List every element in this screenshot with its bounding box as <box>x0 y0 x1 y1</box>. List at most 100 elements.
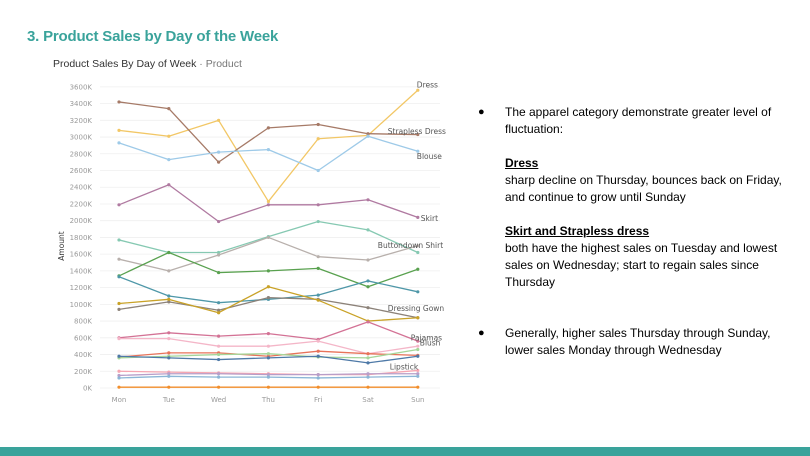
data-point <box>366 361 370 365</box>
data-point <box>117 128 121 132</box>
data-point <box>266 344 270 348</box>
note-skirt: Skirt and Strapless dress both have the … <box>478 223 790 291</box>
chart-heading: Product Sales By Day of Week · Product <box>53 58 242 70</box>
data-point <box>316 122 320 127</box>
series-line <box>118 286 418 322</box>
series-9 <box>117 285 420 323</box>
data-point <box>217 311 221 315</box>
y-tick-label: 0K <box>83 385 92 393</box>
y-tick-label: 1600K <box>70 251 93 259</box>
x-tick-label: Mon <box>112 396 127 404</box>
bullet-icon: ● <box>478 106 485 118</box>
x-tick-label: Sat <box>362 396 374 404</box>
data-point <box>266 235 270 240</box>
data-point <box>217 301 221 305</box>
series-label: Lipstick <box>390 363 419 372</box>
data-point <box>217 344 221 348</box>
chart-title-separator: · <box>199 58 203 70</box>
data-point <box>266 199 270 204</box>
bullet-icon: ● <box>478 327 485 339</box>
data-point <box>416 290 420 294</box>
data-point <box>416 339 420 343</box>
data-point <box>167 297 171 301</box>
data-point <box>167 107 171 111</box>
data-point <box>366 352 370 356</box>
data-point <box>266 332 270 336</box>
data-point <box>366 320 370 324</box>
y-tick-label: 3600K <box>70 83 93 91</box>
y-tick-label: 2200K <box>70 200 93 208</box>
y-tick-label: 400K <box>74 351 92 359</box>
series-5 <box>117 235 420 273</box>
data-point <box>416 149 420 153</box>
note-heading-dress: Dress <box>505 156 539 170</box>
data-point <box>217 357 221 362</box>
y-tick-label: 800K <box>74 318 92 326</box>
data-point <box>167 294 171 298</box>
data-point <box>266 296 270 300</box>
notes-panel: ● The apparel category demonstrate great… <box>478 104 790 359</box>
y-tick-label: 3200K <box>70 117 93 125</box>
data-point <box>366 198 370 202</box>
data-point <box>217 219 221 224</box>
chart-gridlines <box>100 86 440 389</box>
note-heading-skirt: Skirt and Strapless dress <box>505 224 650 238</box>
series-line <box>118 101 418 163</box>
series-line <box>118 89 419 203</box>
data-point <box>316 255 320 259</box>
data-point <box>217 385 221 389</box>
data-point <box>117 369 121 373</box>
y-tick-label: 600K <box>74 334 92 342</box>
data-point <box>366 375 370 379</box>
data-point <box>416 354 420 358</box>
data-point <box>416 374 420 378</box>
data-point <box>167 337 171 341</box>
data-point <box>217 334 221 338</box>
series-label: Dress <box>417 81 438 90</box>
series-14 <box>117 354 420 365</box>
series-label: Skirt <box>421 214 438 223</box>
data-point <box>167 374 171 378</box>
series-16 <box>117 372 420 378</box>
y-tick-label: 1800K <box>70 234 93 242</box>
series-label: Pajamas <box>411 334 442 343</box>
y-axis-ticks: 0K 200K 400K 600K 800K 1000K 1200K 1400K 1600K 18… <box>70 83 93 392</box>
y-tick-label: 1200K <box>70 284 93 292</box>
data-point <box>167 269 171 273</box>
series-8 <box>117 296 420 320</box>
data-point <box>266 356 270 360</box>
data-point <box>217 372 221 376</box>
y-tick-label: 2800K <box>70 150 93 158</box>
data-point <box>266 269 270 273</box>
series-7 <box>117 275 420 305</box>
data-point <box>316 354 320 358</box>
data-point <box>117 376 121 380</box>
data-point <box>167 183 171 187</box>
data-point <box>316 168 320 173</box>
data-point <box>416 244 420 248</box>
data-point <box>416 344 420 348</box>
data-point <box>316 137 320 141</box>
y-axis-label: Amount <box>57 231 66 261</box>
data-point <box>217 150 221 154</box>
data-point <box>416 316 420 320</box>
x-axis-ticks: Mon Tue Wed Thu Fri Sat Sun <box>112 396 425 404</box>
data-point <box>117 301 121 306</box>
data-point <box>117 307 121 311</box>
y-tick-label: 2400K <box>70 184 93 192</box>
data-point <box>316 219 320 224</box>
y-tick-label: 1400K <box>70 267 93 275</box>
data-point <box>366 132 370 136</box>
line-chart: 0K 200K 400K 600K 800K 1000K 1200K 1400K 1600K 18… <box>57 81 446 404</box>
data-point <box>117 203 121 207</box>
footer-accent-bar <box>0 447 810 456</box>
data-point <box>167 300 171 304</box>
series-label: Dressing Gown <box>388 304 445 313</box>
series-0 <box>117 88 420 204</box>
series-6 <box>117 250 420 289</box>
data-point <box>266 126 270 130</box>
data-point <box>316 385 320 389</box>
series-label: Buttondown Shirt <box>378 241 443 250</box>
series-label: Blouse <box>417 152 442 161</box>
y-tick-label: 3400K <box>70 100 93 108</box>
